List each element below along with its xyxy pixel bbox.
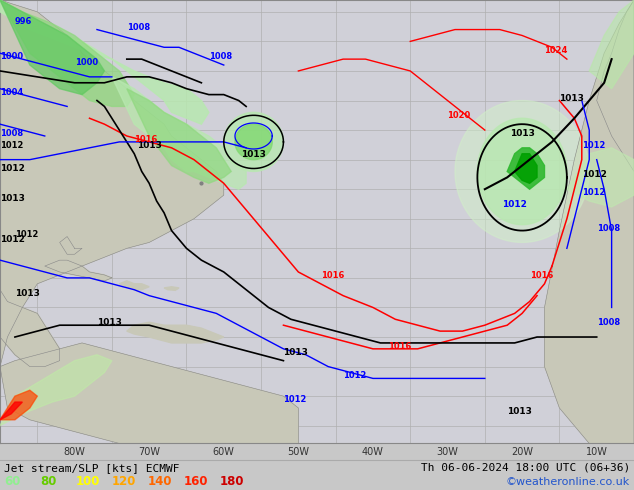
Text: 1000: 1000 [75,58,98,67]
Text: 1012: 1012 [582,171,607,179]
Text: 1013: 1013 [283,348,308,357]
Text: 1008: 1008 [597,318,620,327]
Text: 1012: 1012 [502,200,527,209]
Text: ©weatheronline.co.uk: ©weatheronline.co.uk [506,477,630,487]
Polygon shape [112,77,246,189]
Text: 1000: 1000 [0,52,23,61]
Text: 1013: 1013 [559,94,585,102]
Text: 140: 140 [148,475,172,489]
Text: 1016: 1016 [134,135,158,144]
Text: 1012: 1012 [0,141,23,150]
Polygon shape [507,148,545,189]
Text: 1008: 1008 [597,223,620,233]
Polygon shape [127,89,231,183]
Text: 100: 100 [76,475,100,489]
Text: 1013: 1013 [137,141,162,150]
Text: 1020: 1020 [448,111,471,120]
Text: 1012: 1012 [582,188,605,197]
Polygon shape [0,343,299,443]
Text: 1012: 1012 [15,229,38,239]
Text: 160: 160 [184,475,209,489]
Text: 1008: 1008 [127,23,150,31]
Polygon shape [0,390,37,420]
Polygon shape [477,118,567,225]
Polygon shape [455,100,589,243]
Text: 120: 120 [112,475,136,489]
Text: 80W: 80W [63,446,86,457]
Text: 1016: 1016 [529,271,553,280]
Text: 1012: 1012 [343,371,366,380]
Polygon shape [597,0,634,172]
Text: 1013: 1013 [510,129,534,138]
Polygon shape [545,189,634,443]
Polygon shape [235,124,272,160]
Polygon shape [0,0,209,124]
Text: 1008: 1008 [209,52,232,61]
Polygon shape [567,148,634,207]
Text: 1012: 1012 [0,235,25,245]
Polygon shape [515,154,537,183]
Polygon shape [589,0,634,89]
Polygon shape [0,355,112,426]
Text: 60: 60 [4,475,20,489]
Polygon shape [0,0,105,95]
Polygon shape [0,0,224,367]
Polygon shape [60,237,82,254]
Text: 996: 996 [15,17,32,25]
Text: 30W: 30W [437,446,458,457]
Polygon shape [164,287,179,290]
Polygon shape [0,290,60,367]
Polygon shape [0,0,134,106]
Text: 1008: 1008 [0,129,23,138]
Polygon shape [224,112,283,172]
Text: 1016: 1016 [321,271,344,280]
Text: 50W: 50W [287,446,309,457]
Text: 180: 180 [220,475,245,489]
Text: 1004: 1004 [0,88,23,97]
Text: 1013: 1013 [241,149,266,159]
Text: 1016: 1016 [388,342,411,351]
Text: 1013: 1013 [0,194,25,203]
Text: 1012: 1012 [283,395,307,404]
Text: 1013: 1013 [97,318,122,327]
Text: 40W: 40W [362,446,384,457]
Text: 1024: 1024 [545,46,568,55]
Text: 70W: 70W [138,446,160,457]
Text: 20W: 20W [511,446,533,457]
Polygon shape [127,322,224,343]
Text: 1012: 1012 [582,141,605,150]
Polygon shape [45,260,112,281]
Polygon shape [545,0,634,443]
Text: 10W: 10W [586,446,607,457]
Text: 1013: 1013 [15,289,40,297]
Text: 80: 80 [40,475,56,489]
Text: 60W: 60W [213,446,235,457]
Text: 1012: 1012 [0,165,25,173]
Text: Jet stream/SLP [kts] ECMWF: Jet stream/SLP [kts] ECMWF [4,463,179,473]
Polygon shape [0,402,22,420]
Text: Th 06-06-2024 18:00 UTC (06+36): Th 06-06-2024 18:00 UTC (06+36) [421,463,630,473]
Text: 1013: 1013 [507,407,532,416]
Polygon shape [119,281,149,290]
